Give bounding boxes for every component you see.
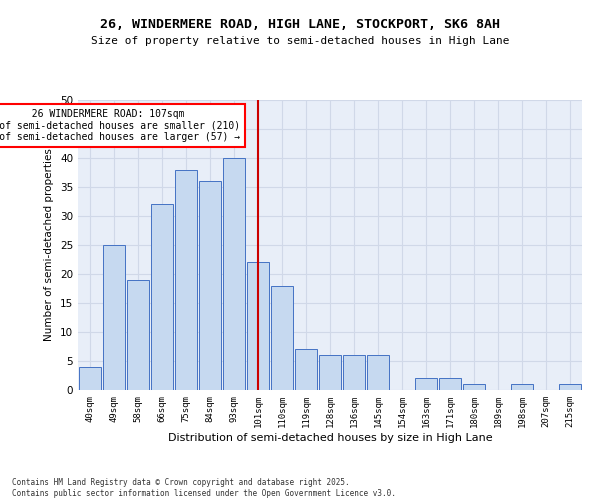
Bar	[271, 286, 293, 390]
Bar	[511, 384, 533, 390]
Bar	[463, 384, 485, 390]
Text: Contains HM Land Registry data © Crown copyright and database right 2025.
Contai: Contains HM Land Registry data © Crown c…	[12, 478, 396, 498]
Bar	[319, 355, 341, 390]
Bar	[415, 378, 437, 390]
Bar	[439, 378, 461, 390]
Text: 26, WINDERMERE ROAD, HIGH LANE, STOCKPORT, SK6 8AH: 26, WINDERMERE ROAD, HIGH LANE, STOCKPOR…	[100, 18, 500, 30]
Bar	[367, 355, 389, 390]
Bar	[103, 245, 125, 390]
Bar	[247, 262, 269, 390]
Text: Size of property relative to semi-detached houses in High Lane: Size of property relative to semi-detach…	[91, 36, 509, 46]
Bar	[559, 384, 581, 390]
Text: 26 WINDERMERE ROAD: 107sqm
← 78% of semi-detached houses are smaller (210)
  21%: 26 WINDERMERE ROAD: 107sqm ← 78% of semi…	[0, 108, 240, 142]
Bar	[295, 350, 317, 390]
Bar	[175, 170, 197, 390]
Bar	[199, 181, 221, 390]
Bar	[343, 355, 365, 390]
Bar	[151, 204, 173, 390]
Bar	[127, 280, 149, 390]
Bar	[79, 367, 101, 390]
Y-axis label: Number of semi-detached properties: Number of semi-detached properties	[44, 148, 55, 342]
Bar	[223, 158, 245, 390]
X-axis label: Distribution of semi-detached houses by size in High Lane: Distribution of semi-detached houses by …	[167, 432, 493, 442]
